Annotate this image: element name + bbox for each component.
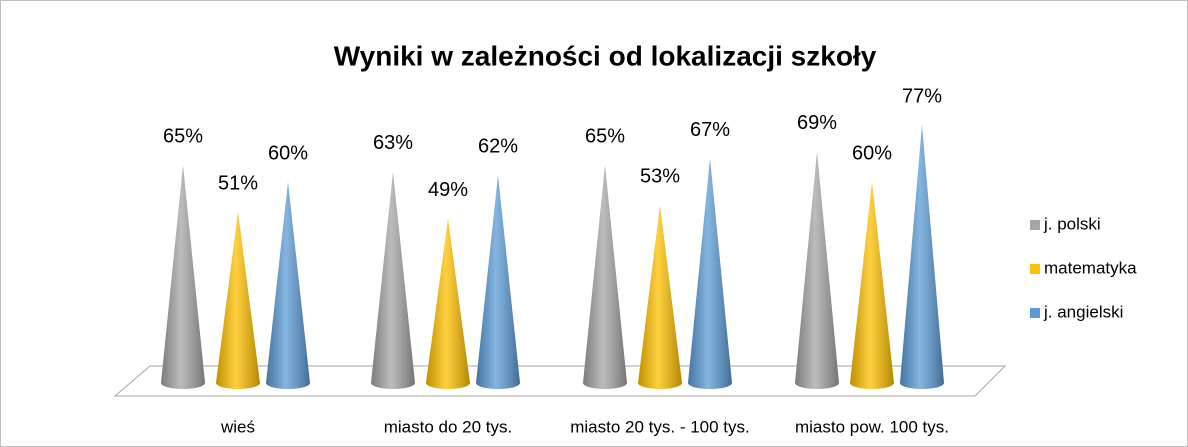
x-tick-label: miasto pow. 100 tys. (795, 417, 949, 436)
cone-shade (583, 165, 627, 389)
cone-shade (900, 125, 944, 390)
cone-shade (216, 212, 260, 389)
value-label: 65% (163, 126, 203, 148)
cone-shade (638, 205, 682, 389)
value-label: 51% (218, 172, 258, 194)
legend-label: j. polski (1043, 214, 1101, 233)
chart-title: Wyniki w zależności od lokalizacji szkoł… (334, 40, 877, 71)
legend-swatch (1030, 220, 1040, 230)
legend-swatch (1030, 308, 1040, 318)
legend-label: matematyka (1044, 258, 1137, 277)
cone-shade (476, 175, 520, 389)
x-tick-label: wieś (220, 417, 255, 436)
value-label: 69% (797, 112, 837, 134)
legend-swatch (1030, 264, 1040, 274)
value-label: 77% (902, 85, 942, 107)
value-label: 62% (478, 136, 518, 158)
cone-shade (426, 218, 470, 389)
value-label: 65% (585, 126, 625, 148)
legend-label: j. angielski (1043, 302, 1123, 321)
cone-shade (795, 151, 839, 389)
value-label: 67% (690, 119, 730, 141)
x-tick-label: miasto do 20 tys. (384, 417, 513, 436)
cone-shade (371, 171, 415, 389)
value-label: 63% (373, 132, 413, 154)
value-label: 60% (852, 142, 892, 164)
value-label: 60% (268, 142, 308, 164)
x-tick-label: miasto 20 tys. - 100 tys. (570, 417, 750, 436)
cone-shade (161, 165, 205, 389)
cone-shade (266, 182, 310, 389)
value-label: 53% (640, 166, 680, 188)
cone-shade (850, 182, 894, 389)
cone-shade (688, 158, 732, 389)
value-label: 49% (428, 179, 468, 201)
